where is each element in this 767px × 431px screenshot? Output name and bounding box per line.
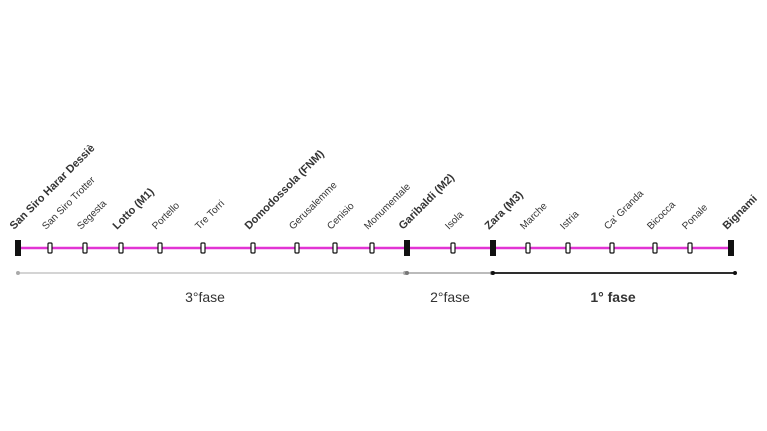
station-marker [157,242,163,254]
phase-label: 1° fase [590,289,636,305]
station-marker-major [15,240,21,256]
phase-end [733,271,737,275]
station-marker [369,242,375,254]
station-marker [332,242,338,254]
station-marker [250,242,256,254]
station-marker-major [728,240,734,256]
station-marker [47,242,53,254]
station-marker [82,242,88,254]
station-marker [294,242,300,254]
phase-label: 3°fase [185,289,225,305]
station-marker [609,242,615,254]
phase-end [405,271,409,275]
station-marker [525,242,531,254]
phase-end [491,271,495,275]
station-marker [565,242,571,254]
station-marker [652,242,658,254]
phase-label: 2°fase [430,289,470,305]
station-marker [450,242,456,254]
station-marker [687,242,693,254]
station-marker [200,242,206,254]
phase-end [16,271,20,275]
station-marker-major [404,240,410,256]
station-marker-major [490,240,496,256]
station-marker [118,242,124,254]
